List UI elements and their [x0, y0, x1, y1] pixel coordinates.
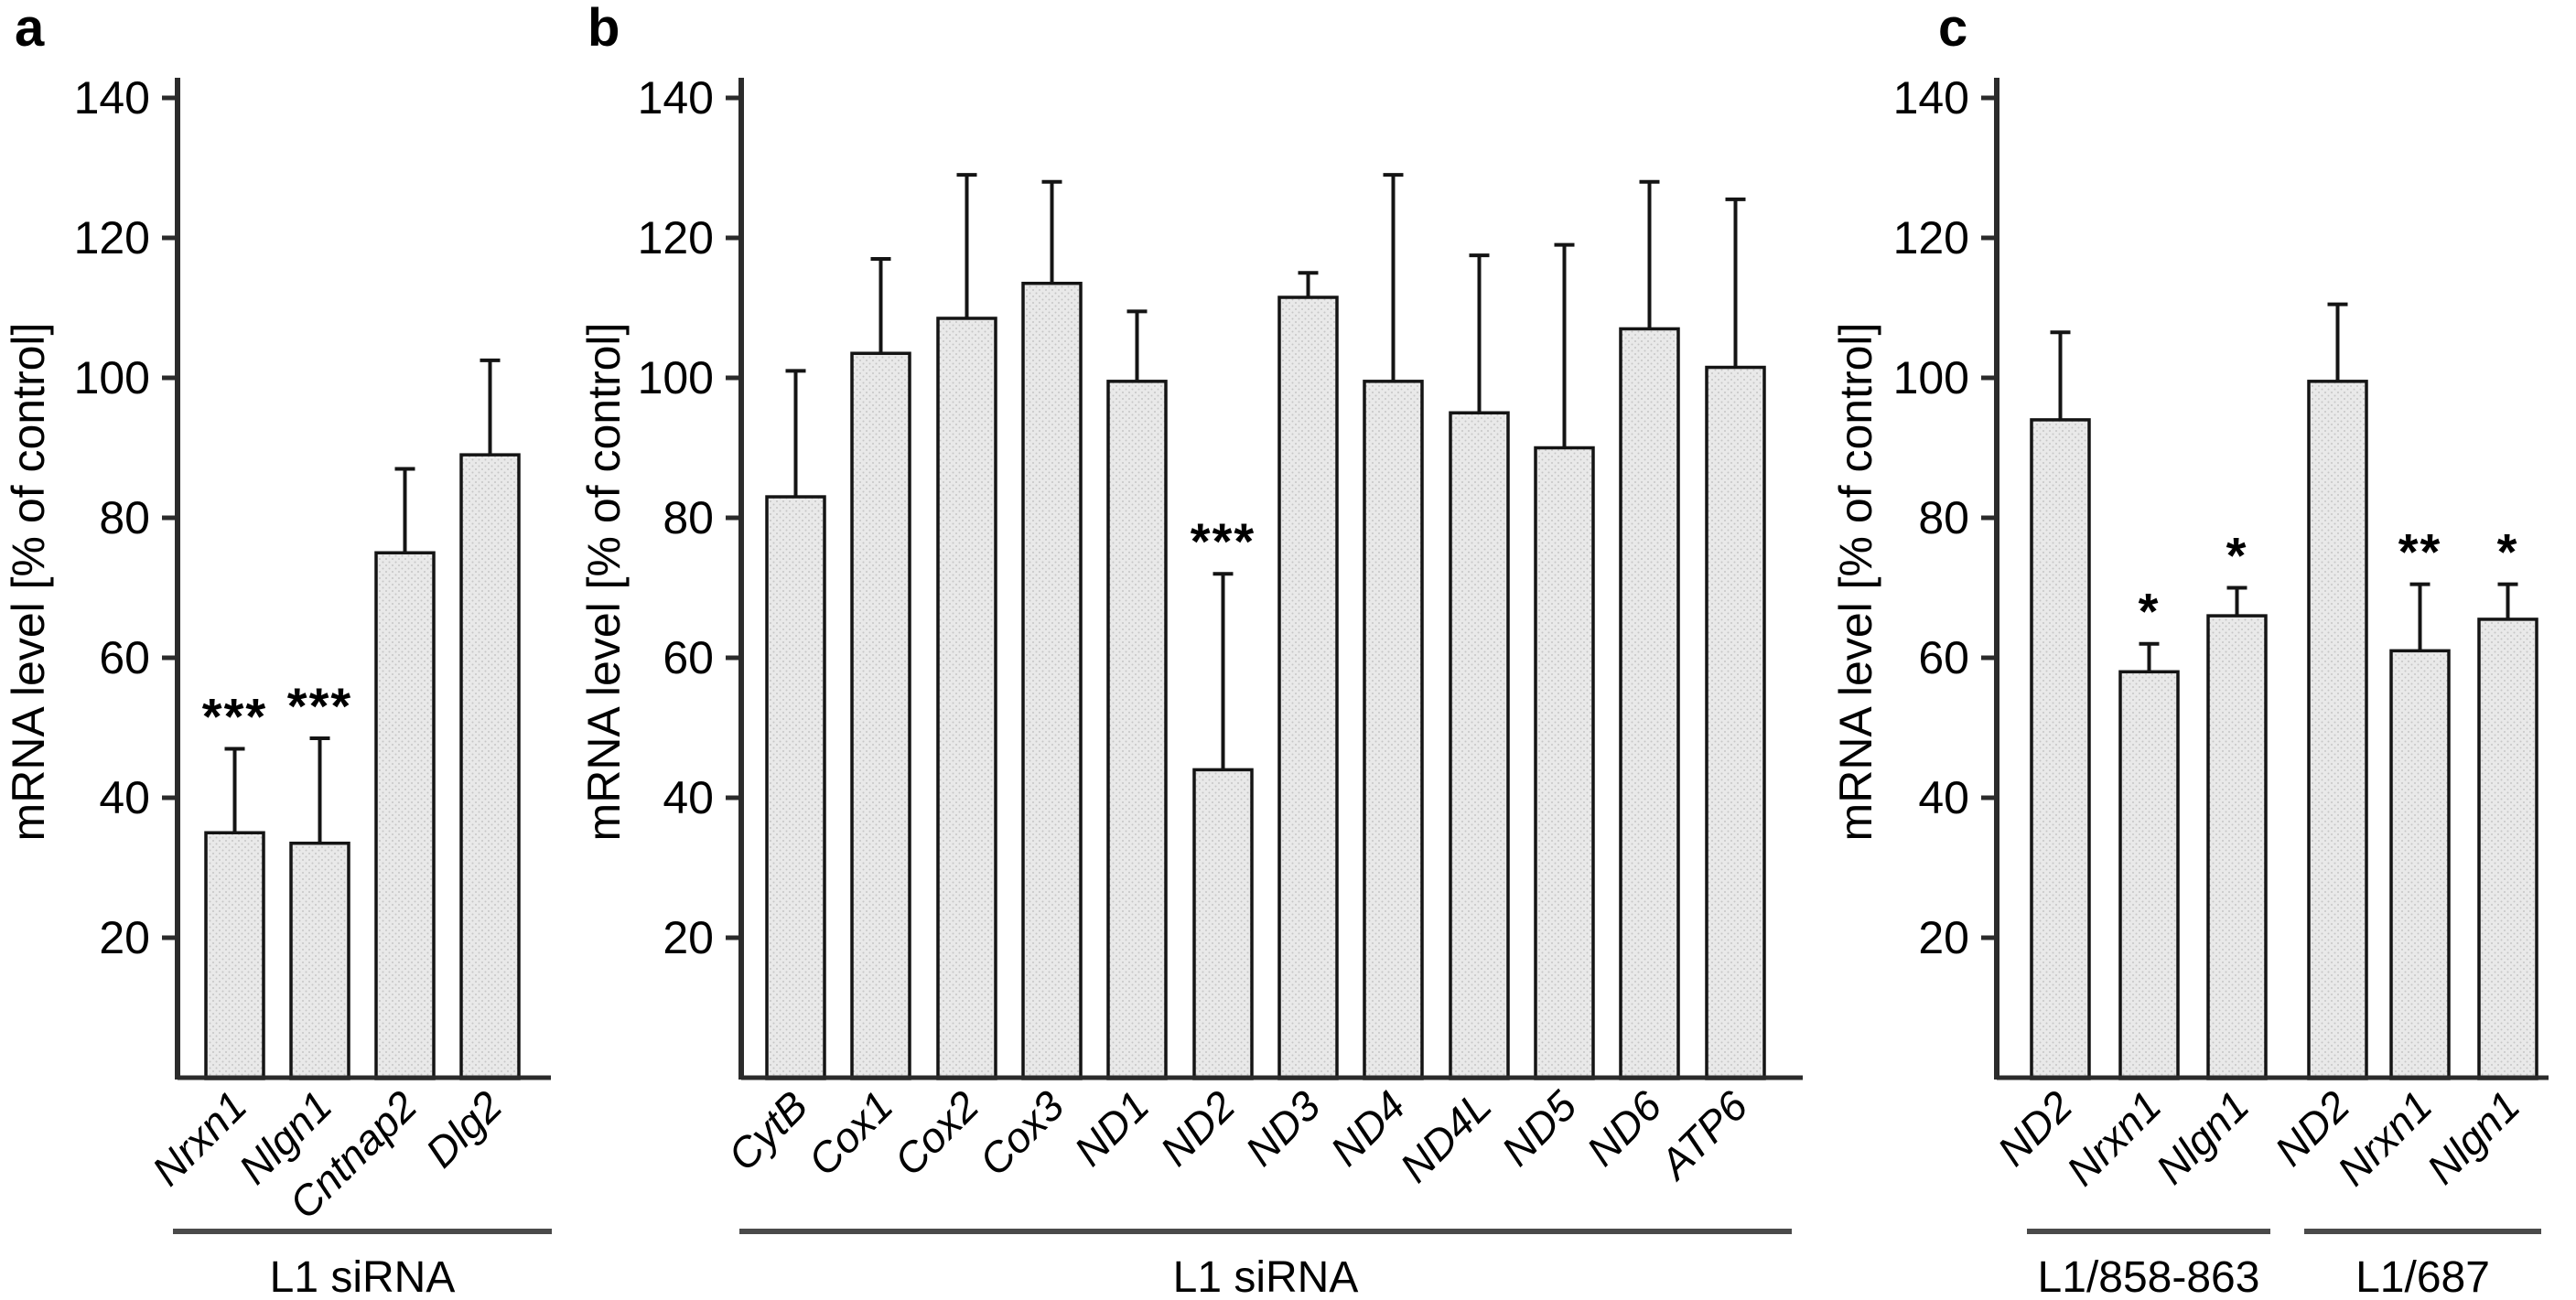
bar-Cox1	[850, 351, 911, 1080]
significance-ND2: ***	[1191, 512, 1256, 570]
x-label-ND1: ND1	[1065, 1081, 1159, 1175]
group-label-0: L1/858-863	[2038, 1253, 2260, 1300]
x-label-ATP6: ATP6	[1649, 1081, 1757, 1189]
panel-b-letter: b	[587, 0, 620, 58]
y-tick-label-140: 140	[1893, 72, 1969, 124]
y-tick-label-20: 20	[663, 912, 714, 963]
x-label-Nlgn1: Nlgn1	[2147, 1081, 2258, 1193]
panel-b: b 20 40 60 80 100 120 140 mRNA level [% of cont…	[577, 0, 1830, 1300]
x-label-Cox1: Cox1	[799, 1081, 902, 1185]
bar-Dlg2	[459, 453, 521, 1080]
significance-Nlgn1: *	[2497, 523, 2519, 581]
group-label-1: L1/687	[2355, 1253, 2490, 1300]
panel-c-chart: 20 40 60 80 100 120 140 mRNA level [% of contro…	[1830, 72, 2549, 1300]
y-axis-title: mRNA level [% of control]	[3, 323, 54, 842]
bar-ND2	[2030, 418, 2091, 1080]
bar-ND5	[1534, 446, 1595, 1080]
bar-ND2	[1192, 768, 1254, 1080]
x-label-Cox3: Cox3	[970, 1081, 1073, 1185]
bar-CytB	[765, 495, 826, 1080]
y-tick-label-80: 80	[1918, 492, 1969, 543]
y-tick-label-120: 120	[638, 212, 714, 263]
panel-c-letter: c	[1938, 0, 1968, 58]
y-tick-label-140: 140	[638, 72, 714, 124]
bar-ND4	[1363, 380, 1424, 1080]
y-tick-label-120: 120	[74, 212, 150, 263]
bar-Cox3	[1021, 281, 1083, 1080]
panel-a: a 20 40 60 80 100 120 140 mRNA level [% of cont…	[0, 0, 577, 1300]
y-axis-title: mRNA level [% of control]	[578, 323, 630, 842]
panel-b-chart: 20 40 60 80 100 120 140 mRNA level [% of contro…	[578, 72, 1803, 1300]
x-label-ND3: ND3	[1236, 1081, 1330, 1175]
y-tick-label-100: 100	[638, 352, 714, 403]
bar-Cntnap2	[374, 551, 436, 1080]
x-label-CytB: CytB	[718, 1081, 816, 1179]
y-axis-title: mRNA level [% of control]	[1830, 323, 1881, 842]
y-tick-label-40: 40	[99, 772, 150, 823]
y-tick-label-100: 100	[1893, 352, 1969, 403]
y-tick-label-100: 100	[74, 352, 150, 403]
y-tick-label-120: 120	[1893, 212, 1969, 263]
y-tick-label-20: 20	[99, 912, 150, 963]
panel-c: c 20 40 60 80 100 120 140 mRNA level [% of cont…	[1830, 0, 2576, 1300]
bar-Nrxn1	[2118, 670, 2180, 1080]
x-label-Dlg2: Dlg2	[416, 1081, 512, 1176]
panel-a-letter: a	[15, 0, 45, 58]
y-tick-label-80: 80	[99, 492, 150, 543]
significance-Nrxn1: ***	[202, 687, 267, 745]
y-tick-label-60: 60	[663, 632, 714, 683]
y-tick-label-60: 60	[99, 632, 150, 683]
significance-Nlgn1: ***	[287, 677, 352, 735]
x-label-ND5: ND5	[1493, 1081, 1586, 1175]
group-label-0: L1 siRNA	[270, 1253, 456, 1300]
significance-Nrxn1: **	[2398, 523, 2442, 581]
bar-ND6	[1619, 327, 1680, 1080]
significance-Nrxn1: *	[2139, 583, 2161, 640]
group-label-0: L1 siRNA	[1173, 1253, 1359, 1300]
y-tick-label-80: 80	[663, 492, 714, 543]
y-tick-label-40: 40	[663, 772, 714, 823]
x-label-Nrxn1: Nrxn1	[143, 1081, 256, 1195]
x-label-ND4L: ND4L	[1391, 1081, 1501, 1191]
bar-Nrxn1	[2389, 649, 2451, 1080]
bar-Nlgn1	[2206, 614, 2268, 1080]
x-label-ND2: ND2	[1151, 1081, 1245, 1175]
bar-ND4L	[1449, 411, 1510, 1080]
x-label-Nrxn1: Nrxn1	[2328, 1081, 2441, 1195]
bar-Cox2	[936, 317, 997, 1080]
bar-Nlgn1	[2477, 618, 2538, 1080]
y-tick-label-20: 20	[1918, 912, 1969, 963]
bar-ND3	[1277, 295, 1339, 1080]
bar-ATP6	[1705, 365, 1766, 1080]
y-tick-label-60: 60	[1918, 632, 1969, 683]
x-label-Cox2: Cox2	[885, 1081, 988, 1185]
bar-ND2	[2307, 380, 2368, 1080]
bar-ND1	[1106, 380, 1168, 1080]
y-tick-label-40: 40	[1918, 772, 1969, 823]
significance-Nlgn1: *	[2226, 527, 2248, 585]
x-label-Nlgn1: Nlgn1	[2418, 1081, 2529, 1193]
panel-a-chart: 20 40 60 80 100 120 140 mRNA level [% of contro…	[3, 72, 552, 1300]
bar-Nlgn1	[289, 841, 350, 1080]
bar-Nrxn1	[204, 831, 265, 1080]
x-label-Nrxn1: Nrxn1	[2057, 1081, 2171, 1195]
y-tick-label-140: 140	[74, 72, 150, 124]
